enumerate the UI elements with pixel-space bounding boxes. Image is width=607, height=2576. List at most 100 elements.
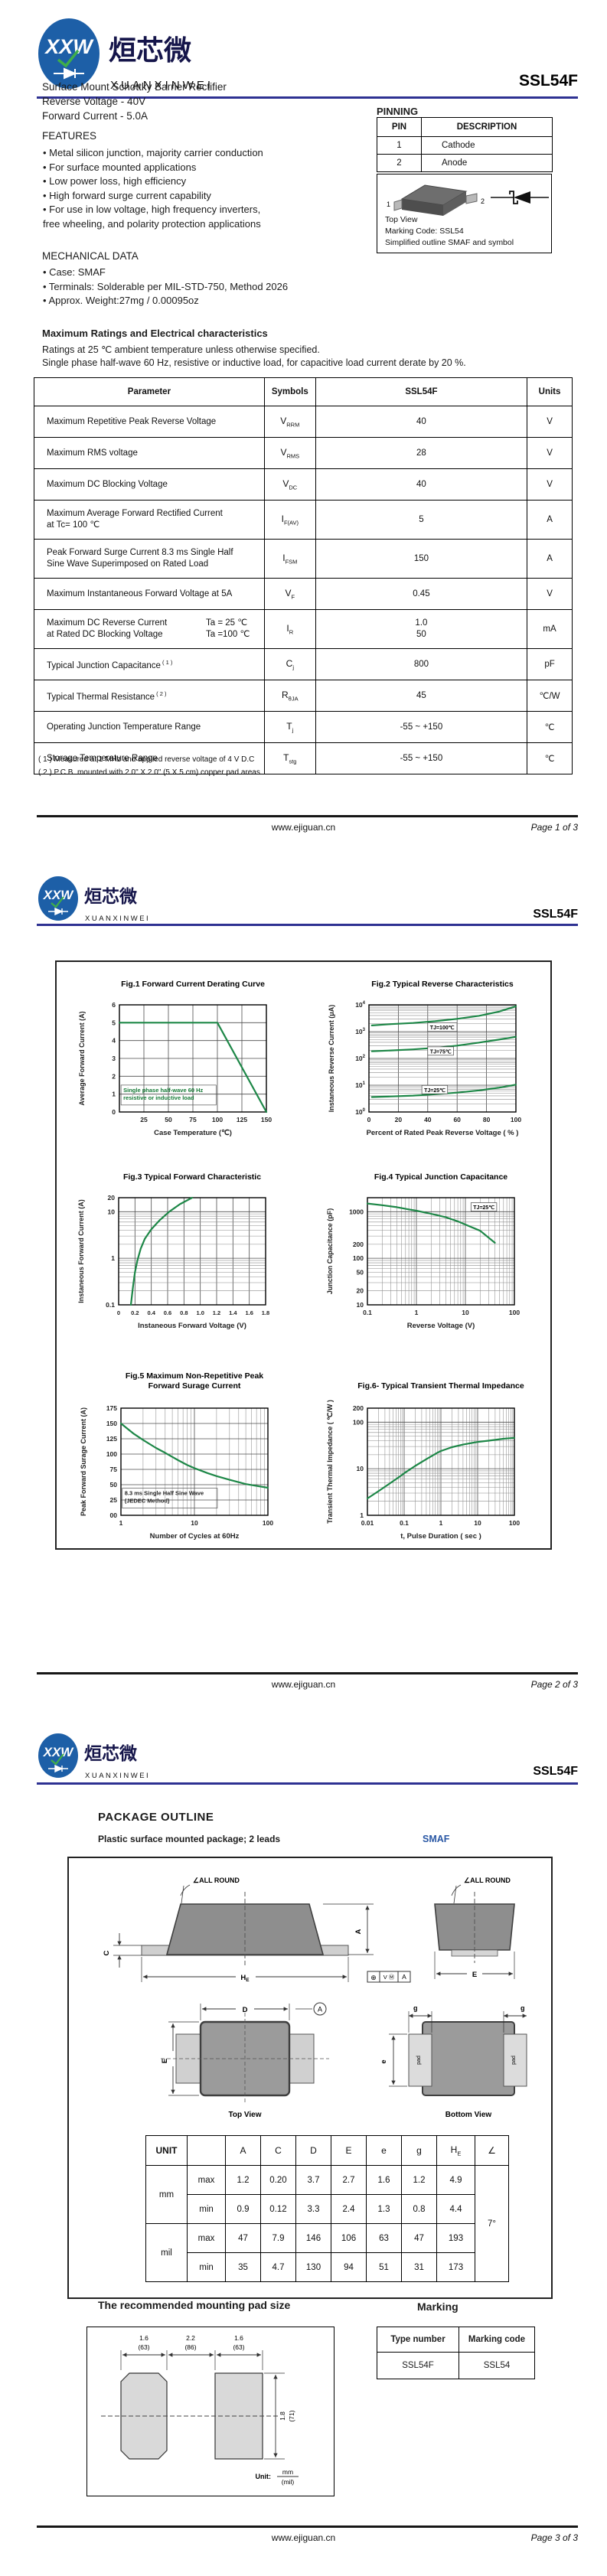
minmax-cell: min bbox=[187, 2252, 226, 2282]
svg-text:0: 0 bbox=[117, 1309, 120, 1316]
svg-text:0.01: 0.01 bbox=[361, 1519, 374, 1527]
dim-column-header: E bbox=[331, 2135, 367, 2166]
svg-text:1.4: 1.4 bbox=[229, 1309, 237, 1316]
svg-text:Number of Cycles at 60Hz: Number of Cycles at 60Hz bbox=[150, 1532, 240, 1541]
svg-text:Junction Capacitance (pF): Junction Capacitance (pF) bbox=[326, 1208, 334, 1295]
svg-text:3: 3 bbox=[112, 1055, 116, 1062]
dim-column-header: g bbox=[401, 2135, 437, 2166]
table-row: min 35 4.7 130 94 51 31 173 bbox=[146, 2252, 509, 2282]
svg-text:0.4: 0.4 bbox=[147, 1309, 155, 1316]
svg-text:8.3 ms Single Half Sine Wave: 8.3 ms Single Half Sine Wave bbox=[125, 1490, 204, 1497]
svg-text:TJ=25℃: TJ=25℃ bbox=[473, 1205, 494, 1211]
dim-column-header: e bbox=[366, 2135, 402, 2166]
dim-value: 7.9 bbox=[260, 2223, 296, 2253]
pad-dim: (63) bbox=[138, 2343, 149, 2351]
unit-cell: A bbox=[527, 539, 573, 579]
unit-group: mm bbox=[145, 2165, 188, 2224]
series-Zth bbox=[366, 1436, 516, 1500]
pinning-header-desc: DESCRIPTION bbox=[421, 117, 553, 137]
figure-fig3: Fig.3 Typical Forward Characteristic 0 0.2… bbox=[77, 1172, 269, 1330]
svg-text:t, Pulse Duration ( sec ): t, Pulse Duration ( sec ) bbox=[400, 1532, 481, 1541]
table-row: Operating Junction Temperature Range Tj -5… bbox=[34, 711, 573, 743]
svg-text:101: 101 bbox=[355, 1081, 365, 1089]
fcf-position-symbol: ⊕ bbox=[370, 1974, 377, 1981]
column-header: Parameter bbox=[34, 377, 265, 406]
footer-rule bbox=[37, 1672, 578, 1674]
logo-ellipse bbox=[38, 18, 100, 89]
text-line: Reverse Voltage - 40V bbox=[42, 96, 146, 107]
figure-fig2: Fig.2 Typical Reverse Characteristics 0 20… bbox=[328, 980, 521, 1137]
dim-value: 4.9 bbox=[436, 2165, 475, 2195]
svg-text:100: 100 bbox=[353, 1254, 364, 1262]
svg-text:0: 0 bbox=[112, 1108, 116, 1116]
svg-text:20: 20 bbox=[357, 1287, 364, 1295]
svg-text:50: 50 bbox=[165, 1116, 172, 1123]
grid bbox=[367, 1408, 514, 1515]
footer-site: www.ejiguan.cn bbox=[271, 2532, 336, 2543]
logo-letters: XXW bbox=[43, 888, 75, 902]
svg-text:Percent of Rated Peak Reverse: Percent of Rated Peak Reverse Voltage ( … bbox=[367, 1129, 519, 1137]
table-row: Typical Junction Capacitance ( 1 ) Cj 800 p… bbox=[34, 648, 573, 680]
svg-text:10: 10 bbox=[462, 1309, 469, 1316]
pad-label: pad bbox=[416, 2056, 422, 2065]
svg-text:5: 5 bbox=[112, 1019, 116, 1026]
dim-g: g bbox=[413, 2004, 418, 2012]
svg-text:TJ=25℃: TJ=25℃ bbox=[424, 1087, 445, 1094]
dim-value: 3.7 bbox=[295, 2165, 331, 2195]
column-header: Symbols bbox=[263, 377, 316, 406]
dim-column-header: UNIT bbox=[145, 2135, 188, 2166]
svg-text:Forward Surage Current: Forward Surage Current bbox=[148, 1381, 241, 1391]
svg-text:100: 100 bbox=[106, 1450, 117, 1458]
svg-text:100: 100 bbox=[509, 1519, 520, 1527]
table-row: SSL54F SSL54 bbox=[377, 2352, 535, 2379]
svg-text:150: 150 bbox=[261, 1116, 272, 1123]
pin-number: 1 bbox=[377, 136, 422, 155]
table-row: mil max 47 7.9 146 106 63 47 193 bbox=[145, 2223, 509, 2282]
text-line: • Low power loss, high efficiency bbox=[43, 175, 187, 187]
svg-text:resistive or inductive load: resistive or inductive load bbox=[123, 1094, 194, 1101]
value-cell: 5 bbox=[315, 500, 528, 540]
dim-value: 47 bbox=[401, 2223, 437, 2253]
text-line: Simplified outline SMAF and symbol bbox=[385, 238, 514, 247]
chip-lead-right bbox=[465, 193, 478, 204]
package-drawing: ∠ALL ROUND A C HE ⊕ V Ⓜ A ∠ALL ROUND bbox=[103, 1877, 527, 2119]
svg-text:20: 20 bbox=[395, 1116, 403, 1123]
pad-dim: (86) bbox=[184, 2343, 196, 2351]
marking-header-code: Marking code bbox=[459, 2327, 535, 2353]
footer-page-number: Page 1 of 3 bbox=[530, 822, 578, 833]
marking-code: SSL54 bbox=[459, 2352, 535, 2379]
text-line: • High forward surge current capability bbox=[43, 189, 211, 201]
pin-number: 2 bbox=[377, 154, 422, 172]
text-line: • Terminals: Solderable per MIL-STD-750,… bbox=[43, 280, 289, 292]
pad-dim: 1.6 bbox=[234, 2334, 243, 2342]
series-IFSM bbox=[119, 1422, 269, 1489]
svg-text:102: 102 bbox=[355, 1055, 365, 1062]
svg-text:0.1: 0.1 bbox=[400, 1519, 409, 1527]
logo-green-stroke bbox=[57, 49, 80, 68]
svg-text:75: 75 bbox=[110, 1466, 118, 1473]
dim-value: 1.6 bbox=[366, 2165, 402, 2195]
svg-text:200: 200 bbox=[353, 1404, 364, 1412]
svg-text:Average Forward Current (A): Average Forward Current (A) bbox=[78, 1011, 86, 1105]
dim-value: 3.3 bbox=[295, 2194, 331, 2224]
dim-column-header: D bbox=[295, 2135, 331, 2166]
pinning-header-pin: PIN bbox=[377, 117, 422, 137]
svg-text:1: 1 bbox=[111, 1254, 115, 1262]
company-logo: XXW 烜芯微 XUANXINWEI bbox=[38, 1733, 148, 1780]
svg-text:0.6: 0.6 bbox=[164, 1309, 171, 1316]
svg-text:6: 6 bbox=[112, 1001, 116, 1009]
table-row: Maximum DC Blocking Voltage VDC 40 V bbox=[34, 468, 573, 501]
dim-column-header: HE bbox=[436, 2135, 475, 2166]
unit-cell: V bbox=[527, 437, 573, 469]
pad-dim: 1.6 bbox=[139, 2334, 148, 2342]
svg-text:80: 80 bbox=[483, 1116, 491, 1123]
svg-text:Case Temperature (℃): Case Temperature (℃) bbox=[154, 1129, 232, 1137]
dim-value: 4.7 bbox=[260, 2252, 296, 2282]
svg-text:2: 2 bbox=[112, 1072, 116, 1080]
fcf-datum: A bbox=[402, 1973, 406, 1981]
svg-text:1.2: 1.2 bbox=[213, 1309, 220, 1316]
pin-description: Anode bbox=[421, 154, 553, 172]
unit-cell: A bbox=[527, 500, 573, 540]
series-VF bbox=[129, 1196, 194, 1306]
